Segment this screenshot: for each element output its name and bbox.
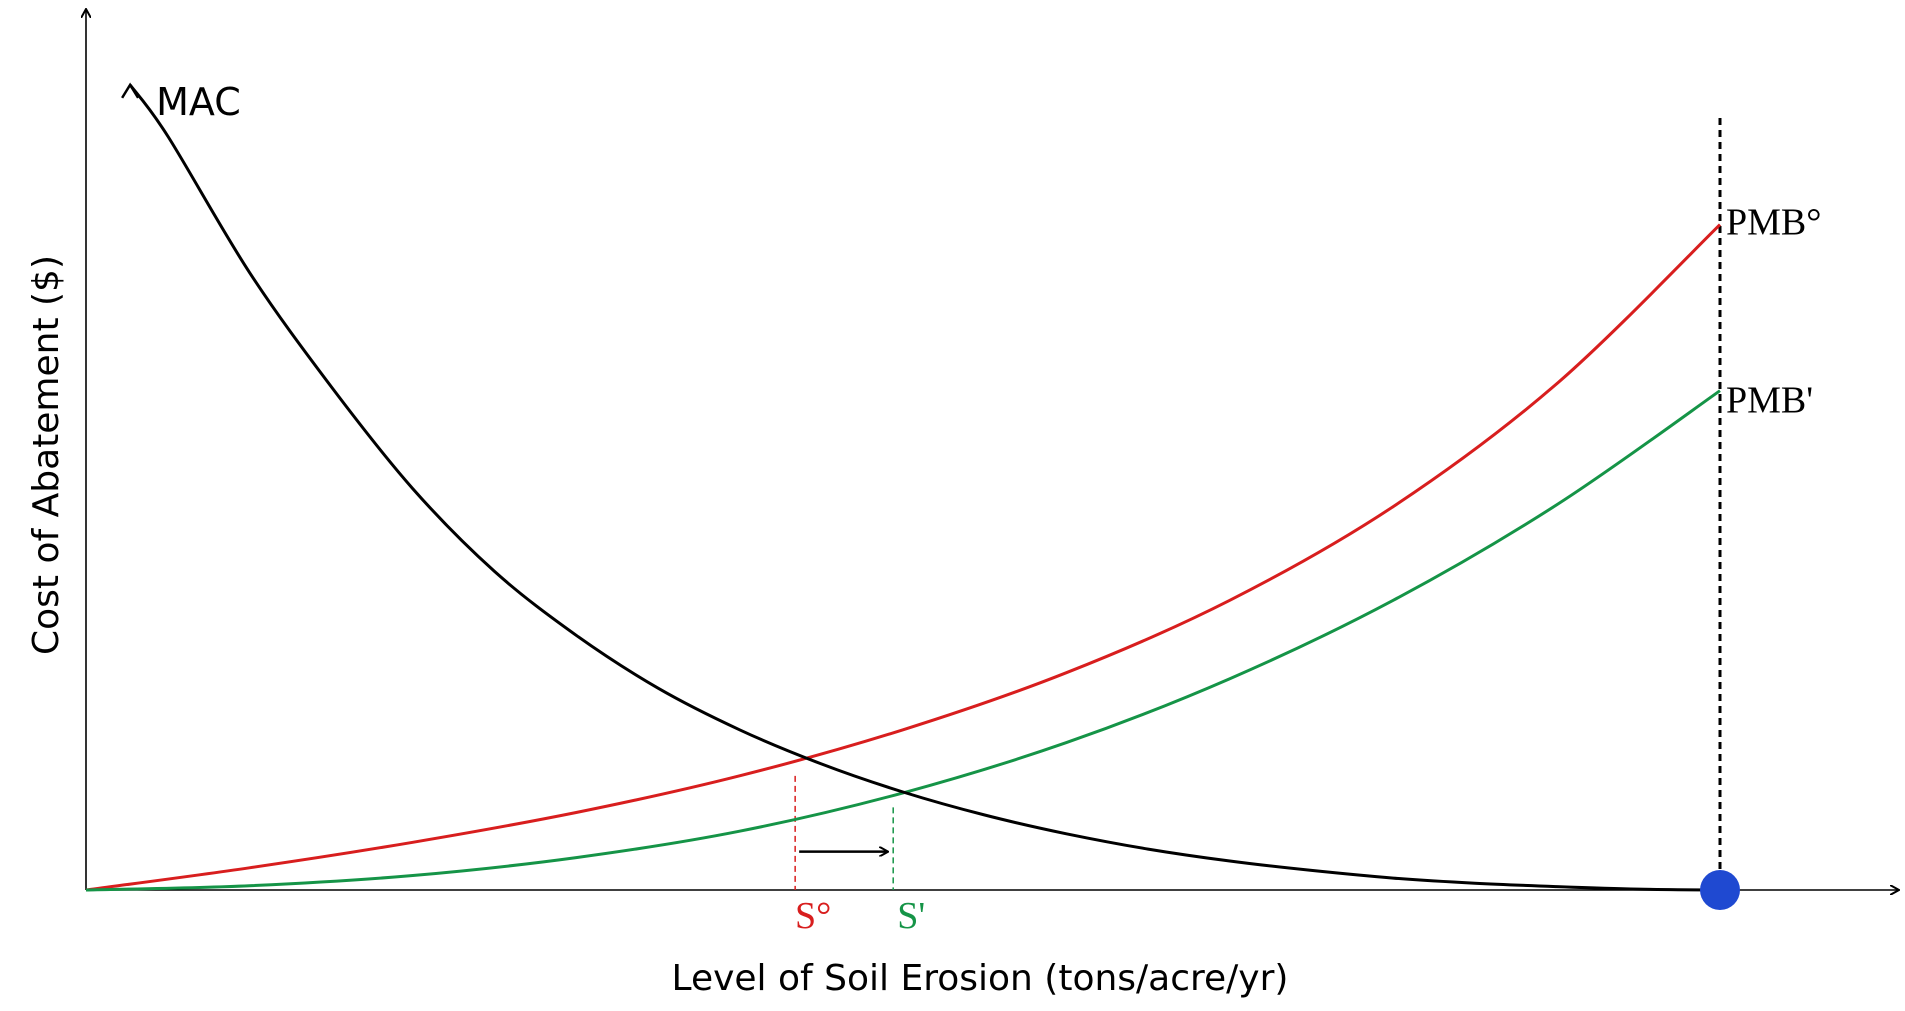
y-axis-label: Cost of Abatement ($) xyxy=(26,255,67,655)
mac-arrowhead xyxy=(121,82,140,99)
marker-label-s1: S' xyxy=(897,895,925,937)
x-axis-label: Level of Soil Erosion (tons/acre/yr) xyxy=(672,958,1289,999)
series-label-pmb1: PMB' xyxy=(1726,380,1813,422)
series-line-pmb1 xyxy=(85,389,1721,892)
marker-label-s0: S° xyxy=(795,895,831,937)
series-label-mac: MAC xyxy=(156,80,241,124)
series-line-mac xyxy=(128,84,1721,892)
endpoint-dot xyxy=(1700,870,1740,910)
series-line-pmb0 xyxy=(85,223,1722,892)
series-label-pmb0: PMB° xyxy=(1726,202,1821,244)
